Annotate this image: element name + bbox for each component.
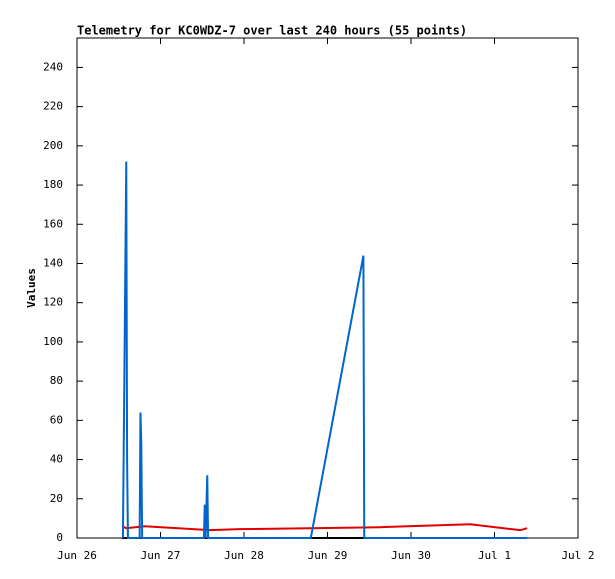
y-tick-label: 80 — [50, 374, 63, 387]
y-tick-label: 140 — [43, 256, 63, 269]
y-tick-label: 180 — [43, 178, 63, 191]
chart-title: Telemetry for KC0WDZ-7 over last 240 hou… — [77, 24, 467, 38]
y-tick-label: 200 — [43, 139, 63, 152]
x-tick-label: Jun 27 — [141, 549, 181, 562]
y-tick-label: 120 — [43, 296, 63, 309]
y-tick-label: 0 — [56, 531, 63, 544]
x-tick-label: Jun 28 — [224, 549, 264, 562]
y-tick-label: 60 — [50, 413, 63, 426]
y-tick-label: 100 — [43, 335, 63, 348]
x-tick-label: Jun 26 — [57, 549, 97, 562]
series-line — [121, 161, 528, 539]
y-tick-label: 160 — [43, 217, 63, 230]
x-tick-label: Jul 1 — [478, 549, 511, 562]
plot-frame — [76, 37, 579, 539]
y-tick-label: 240 — [43, 60, 63, 73]
y-axis-label: Values — [25, 268, 38, 308]
y-tick-label: 40 — [50, 453, 63, 466]
y-tick-label: 220 — [43, 100, 63, 113]
x-tick-label: Jun 30 — [391, 549, 431, 562]
x-tick-label: Jun 29 — [308, 549, 348, 562]
x-tick-label: Jul 2 — [561, 549, 594, 562]
y-tick-label: 20 — [50, 492, 63, 505]
series-line — [121, 523, 528, 532]
